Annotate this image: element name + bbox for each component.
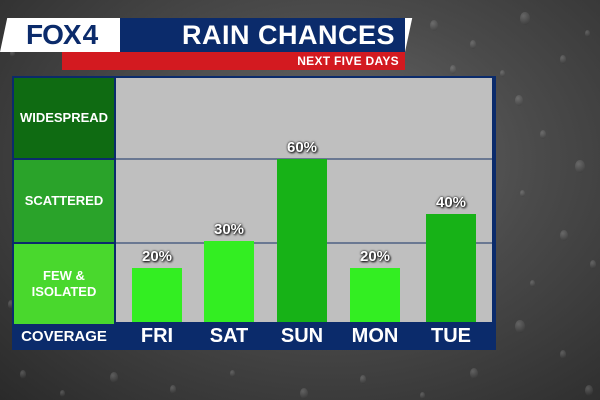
raindrop — [560, 55, 567, 64]
day-label-mon: MON — [351, 324, 399, 347]
bar-value-label: 30% — [213, 221, 245, 238]
raindrop — [420, 392, 425, 399]
bar-value-label: 20% — [141, 248, 173, 265]
raindrop — [360, 375, 367, 384]
raindrop — [300, 388, 308, 399]
subtitle-bar: NEXT FIVE DAYS — [62, 52, 405, 70]
day-label-sat: SAT — [209, 324, 249, 347]
raindrop — [110, 372, 118, 383]
day-label-fri: FRI — [140, 324, 174, 347]
raindrop — [430, 20, 438, 31]
bar-mon — [350, 268, 400, 322]
page-subtitle: NEXT FIVE DAYS — [297, 54, 399, 68]
raindrop — [470, 368, 478, 379]
raindrop — [515, 95, 523, 106]
bar-value-label: 20% — [359, 248, 391, 265]
raindrop — [60, 390, 65, 397]
category-scattered: SCATTERED — [14, 160, 114, 244]
bar-value-label: 60% — [286, 139, 318, 156]
raindrop — [230, 370, 235, 377]
category-scattered-label: SCATTERED — [24, 192, 104, 208]
day-label-tue: TUE — [431, 324, 471, 347]
bar-fri — [132, 268, 182, 322]
raindrop — [590, 260, 597, 269]
day-label-sun: SUN — [280, 324, 324, 347]
raindrop — [540, 130, 547, 139]
bar-tue — [426, 214, 476, 322]
raindrop — [470, 40, 477, 49]
raindrop — [520, 12, 530, 26]
raindrop — [450, 65, 457, 74]
raindrop — [520, 190, 525, 197]
raindrop — [575, 160, 585, 174]
raindrop — [530, 280, 535, 287]
raindrop — [585, 385, 593, 396]
chart-panel: WIDESPREAD SCATTERED FEW & ISOLATED COVE… — [12, 76, 496, 350]
bar-sun — [277, 159, 327, 322]
fox4-logo: FOX 4 — [26, 19, 99, 50]
category-widespread: WIDESPREAD — [14, 78, 114, 160]
category-few-isolated: FEW & ISOLATED — [14, 244, 114, 324]
bar-value-label: 40% — [435, 194, 467, 211]
raindrop — [560, 230, 568, 241]
page-title: RAIN CHANCES — [181, 19, 395, 50]
raindrop — [170, 385, 177, 394]
header: FOX 4 RAIN CHANCES NEXT FIVE DAYS — [0, 18, 413, 70]
raindrop — [585, 30, 590, 37]
raindrop — [20, 370, 27, 379]
raindrop — [560, 350, 567, 359]
raindrop — [500, 70, 505, 77]
raindrop — [515, 320, 525, 334]
coverage-label: COVERAGE — [21, 327, 107, 345]
bar-sat — [204, 241, 254, 322]
chart-area: 20% 30% 60% 20% 40% — [116, 78, 492, 322]
logo-number: 4 — [82, 19, 99, 50]
category-few-isolated-label: FEW & ISOLATED — [31, 267, 97, 299]
logo-text: FOX — [26, 19, 82, 50]
title-bar: RAIN CHANCES — [120, 18, 405, 52]
category-widespread-label: WIDESPREAD — [19, 109, 109, 125]
